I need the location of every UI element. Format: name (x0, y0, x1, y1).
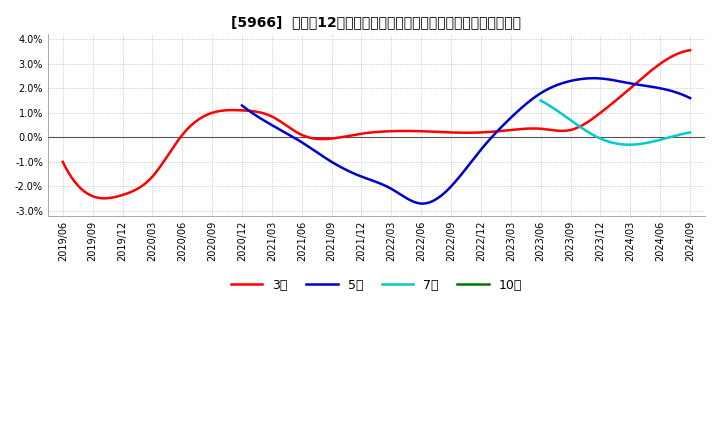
Line: 5年: 5年 (242, 78, 690, 204)
7年 (685, 130, 694, 135)
Title: [5966]  売上高12か月移動合計の対前年同期増減率の平均値の推移: [5966] 売上高12か月移動合計の対前年同期増減率の平均値の推移 (231, 15, 521, 29)
7年 (625, 142, 634, 147)
7年 (625, 142, 634, 147)
3年 (444, 130, 453, 135)
3年 (100, 196, 109, 201)
7年 (672, 133, 681, 138)
5年 (239, 104, 248, 109)
Line: 3年: 3年 (63, 50, 690, 198)
Legend: 3年, 5年, 7年, 10年: 3年, 5年, 7年, 10年 (226, 274, 527, 297)
7年 (537, 98, 546, 103)
5年 (618, 79, 627, 84)
5年 (506, 116, 515, 121)
3年 (434, 129, 443, 135)
3年 (629, 83, 638, 88)
3年 (589, 115, 598, 121)
5年 (418, 201, 426, 206)
7年 (626, 142, 634, 147)
3年 (432, 129, 441, 135)
Line: 7年: 7年 (541, 101, 690, 145)
5年 (238, 103, 246, 108)
3年 (58, 159, 67, 165)
3年 (685, 48, 694, 53)
5年 (513, 109, 522, 114)
5年 (685, 95, 694, 101)
7年 (663, 136, 672, 141)
3年 (60, 163, 69, 169)
5年 (590, 76, 598, 81)
7年 (629, 142, 637, 147)
5年 (505, 117, 513, 122)
7年 (536, 98, 545, 103)
5年 (647, 84, 655, 89)
